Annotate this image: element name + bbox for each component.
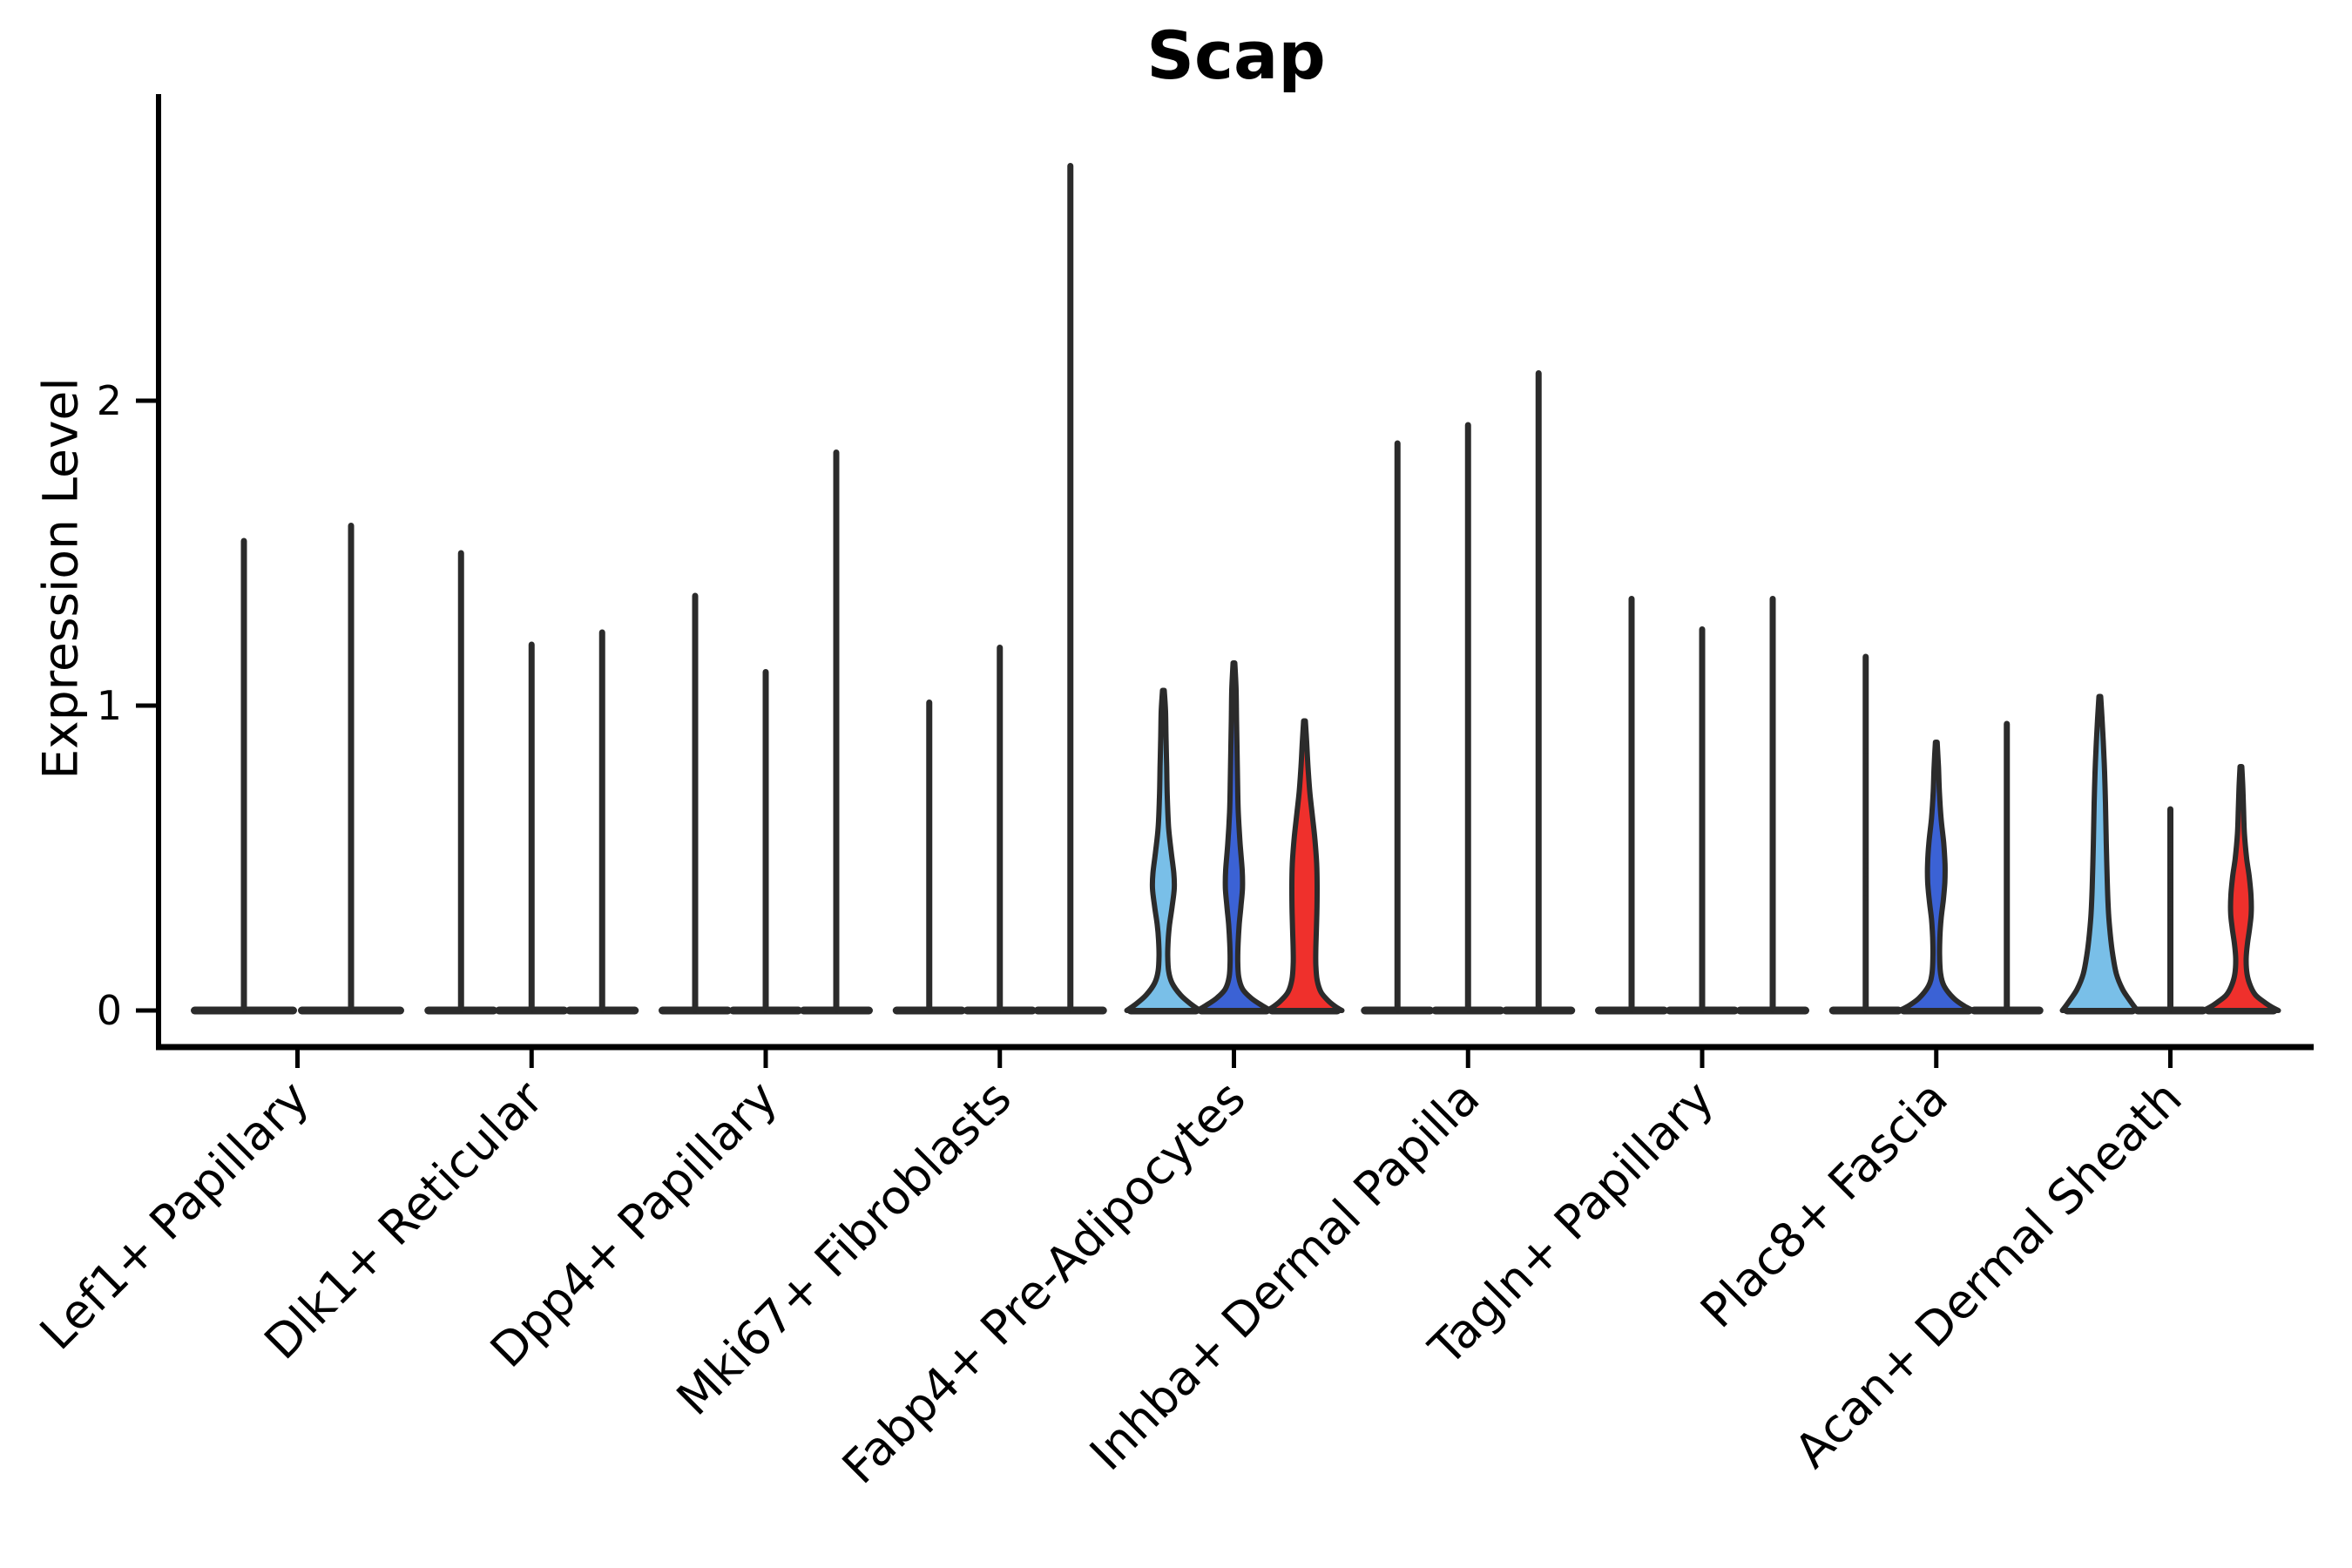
cell-dot: [2167, 836, 2173, 843]
y-tick-label: 1: [97, 682, 122, 729]
cell-dot: [1862, 885, 1869, 892]
cell-dot: [2167, 873, 2173, 880]
cell-dot: [2167, 855, 2173, 862]
violin-blue: [1194, 660, 1274, 1013]
violin-red: [2200, 764, 2281, 1013]
y-tick-label: 2: [97, 377, 122, 424]
cell-dot: [2167, 846, 2173, 852]
x-tick-label: Inhba+ Dermal Papilla: [1079, 1071, 1490, 1481]
cell-dot: [1862, 763, 1869, 770]
cell-dot: [1862, 876, 1869, 882]
cell-dot: [1862, 848, 1869, 855]
page-title: Scap: [1146, 17, 1326, 94]
cell-dot: [1862, 748, 1869, 754]
cell-dot: [2167, 864, 2173, 870]
cell-dot: [2167, 901, 2173, 907]
cell-dot: [2167, 919, 2173, 925]
violin-red: [1264, 718, 1345, 1013]
cell-dot: [2167, 891, 2173, 898]
cell-dot: [2167, 882, 2173, 889]
x-tick-label: Acan+ Dermal Sheath: [1784, 1071, 2192, 1478]
x-tick-label: Plac8+ Fascia: [1690, 1071, 1958, 1339]
cell-dot: [1862, 895, 1869, 901]
cell-dot: [1862, 858, 1869, 864]
cell-dot: [1862, 867, 1869, 874]
y-tick-label: 0: [97, 987, 122, 1034]
violin-blue: [1896, 740, 1976, 1013]
x-tick-label: Fabp4+ Pre-Adipocytes: [832, 1071, 1256, 1495]
violin-light_blue: [1124, 687, 1203, 1013]
cell-dot: [2167, 909, 2173, 916]
violin-light_blue: [2059, 693, 2140, 1013]
